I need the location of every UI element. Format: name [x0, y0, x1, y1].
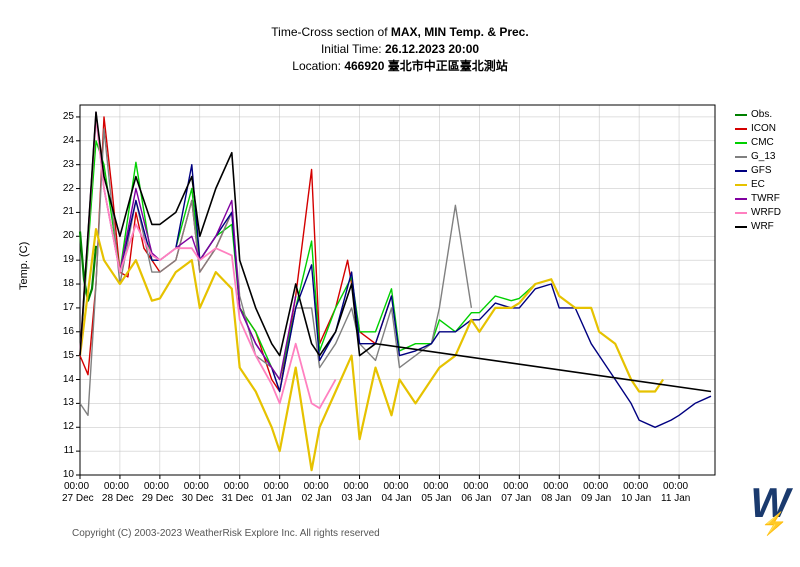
legend-item: ICON — [735, 122, 781, 136]
xtick-date: 04 Jan — [381, 493, 411, 504]
legend-swatch — [735, 198, 747, 200]
ytick-label: 18 — [63, 278, 74, 289]
ytick-label: 14 — [63, 374, 74, 385]
legend-label: G_13 — [751, 150, 775, 164]
legend-swatch — [735, 128, 747, 130]
ytick-label: 10 — [63, 469, 74, 480]
xtick-date: 09 Jan — [581, 493, 611, 504]
xtick-time: 00:00 — [264, 481, 289, 492]
xtick-date: 07 Jan — [501, 493, 531, 504]
title-prefix-1: Time-Cross section of — [271, 25, 391, 39]
legend-label: TWRF — [751, 192, 780, 206]
xtick-time: 00:00 — [503, 481, 528, 492]
legend-swatch — [735, 170, 747, 172]
legend-swatch — [735, 156, 747, 158]
xtick-time: 00:00 — [104, 481, 129, 492]
legend-label: WRFD — [751, 206, 781, 220]
xtick-time: 00:00 — [423, 481, 448, 492]
xtick-date: 28 Dec — [102, 493, 134, 504]
xtick-time: 00:00 — [224, 481, 249, 492]
xtick-date: 03 Jan — [342, 493, 372, 504]
legend: Obs.ICONCMCG_13GFSECTWRFWRFDWRF — [735, 108, 781, 234]
xtick-time: 00:00 — [184, 481, 209, 492]
legend-swatch — [735, 212, 747, 214]
legend-item: WRF — [735, 220, 781, 234]
xtick-time: 00:00 — [304, 481, 329, 492]
legend-label: EC — [751, 178, 765, 192]
series-WRF — [80, 112, 711, 391]
xtick-time: 00:00 — [463, 481, 488, 492]
ytick-label: 16 — [63, 326, 74, 337]
legend-item: WRFD — [735, 206, 781, 220]
xtick-date: 10 Jan — [621, 493, 651, 504]
chart-container: { "title": { "line1_prefix": "Time-Cross… — [0, 0, 800, 567]
legend-item: Obs. — [735, 108, 781, 122]
title-bold-2: 26.12.2023 20:00 — [385, 42, 479, 56]
series-WRFD — [80, 117, 336, 408]
title-prefix-3: Location: — [292, 59, 344, 73]
ytick-label: 20 — [63, 230, 74, 241]
xtick-date: 01 Jan — [262, 493, 292, 504]
ytick-label: 15 — [63, 350, 74, 361]
xtick-time: 00:00 — [64, 481, 89, 492]
chart-title-block: Time-Cross section of MAX, MIN Temp. & P… — [0, 0, 800, 74]
xtick-date: 02 Jan — [302, 493, 332, 504]
xtick-date: 08 Jan — [541, 493, 571, 504]
legend-swatch — [735, 226, 747, 228]
legend-label: CMC — [751, 136, 774, 150]
copyright-text: Copyright (C) 2003-2023 WeatherRisk Expl… — [72, 528, 380, 539]
xtick-date: 31 Dec — [222, 493, 254, 504]
xtick-time: 00:00 — [344, 481, 369, 492]
title-prefix-2: Initial Time: — [321, 42, 385, 56]
legend-item: GFS — [735, 164, 781, 178]
ytick-label: 11 — [64, 445, 74, 456]
xtick-date: 11 Jan — [661, 493, 690, 504]
y-axis-label: Temp. (C) — [18, 242, 30, 290]
legend-swatch — [735, 184, 747, 186]
legend-item: CMC — [735, 136, 781, 150]
xtick-time: 00:00 — [623, 481, 648, 492]
xtick-time: 00:00 — [663, 481, 688, 492]
title-bold-1: MAX, MIN Temp. & Prec. — [391, 25, 529, 39]
ytick-label: 23 — [63, 159, 74, 170]
ytick-label: 17 — [63, 302, 74, 313]
xtick-time: 00:00 — [144, 481, 169, 492]
xtick-date: 29 Dec — [142, 493, 174, 504]
legend-label: Obs. — [751, 108, 772, 122]
ytick-label: 21 — [63, 206, 74, 217]
legend-item: EC — [735, 178, 781, 192]
ytick-label: 25 — [63, 111, 74, 122]
bolt-icon: ⚡ — [761, 511, 788, 537]
legend-label: ICON — [751, 122, 776, 136]
ytick-label: 12 — [63, 421, 74, 432]
ytick-label: 19 — [63, 254, 74, 265]
xtick-date: 05 Jan — [421, 493, 451, 504]
series-TWRF — [80, 112, 296, 379]
xtick-date: 30 Dec — [182, 493, 214, 504]
series-EC — [80, 229, 663, 470]
legend-item: G_13 — [735, 150, 781, 164]
xtick-date: 06 Jan — [461, 493, 491, 504]
legend-swatch — [735, 142, 747, 144]
xtick-time: 00:00 — [583, 481, 608, 492]
ytick-label: 24 — [63, 135, 74, 146]
ytick-label: 13 — [63, 397, 74, 408]
xtick-date: 27 Dec — [62, 493, 94, 504]
ytick-label: 22 — [63, 183, 74, 194]
xtick-time: 00:00 — [543, 481, 568, 492]
legend-label: GFS — [751, 164, 772, 178]
line-chart — [70, 100, 720, 480]
legend-item: TWRF — [735, 192, 781, 206]
legend-swatch — [735, 114, 747, 116]
xtick-time: 00:00 — [383, 481, 408, 492]
legend-label: WRF — [751, 220, 774, 234]
title-bold-3: 466920 臺北市中正區臺北測站 — [344, 59, 507, 73]
